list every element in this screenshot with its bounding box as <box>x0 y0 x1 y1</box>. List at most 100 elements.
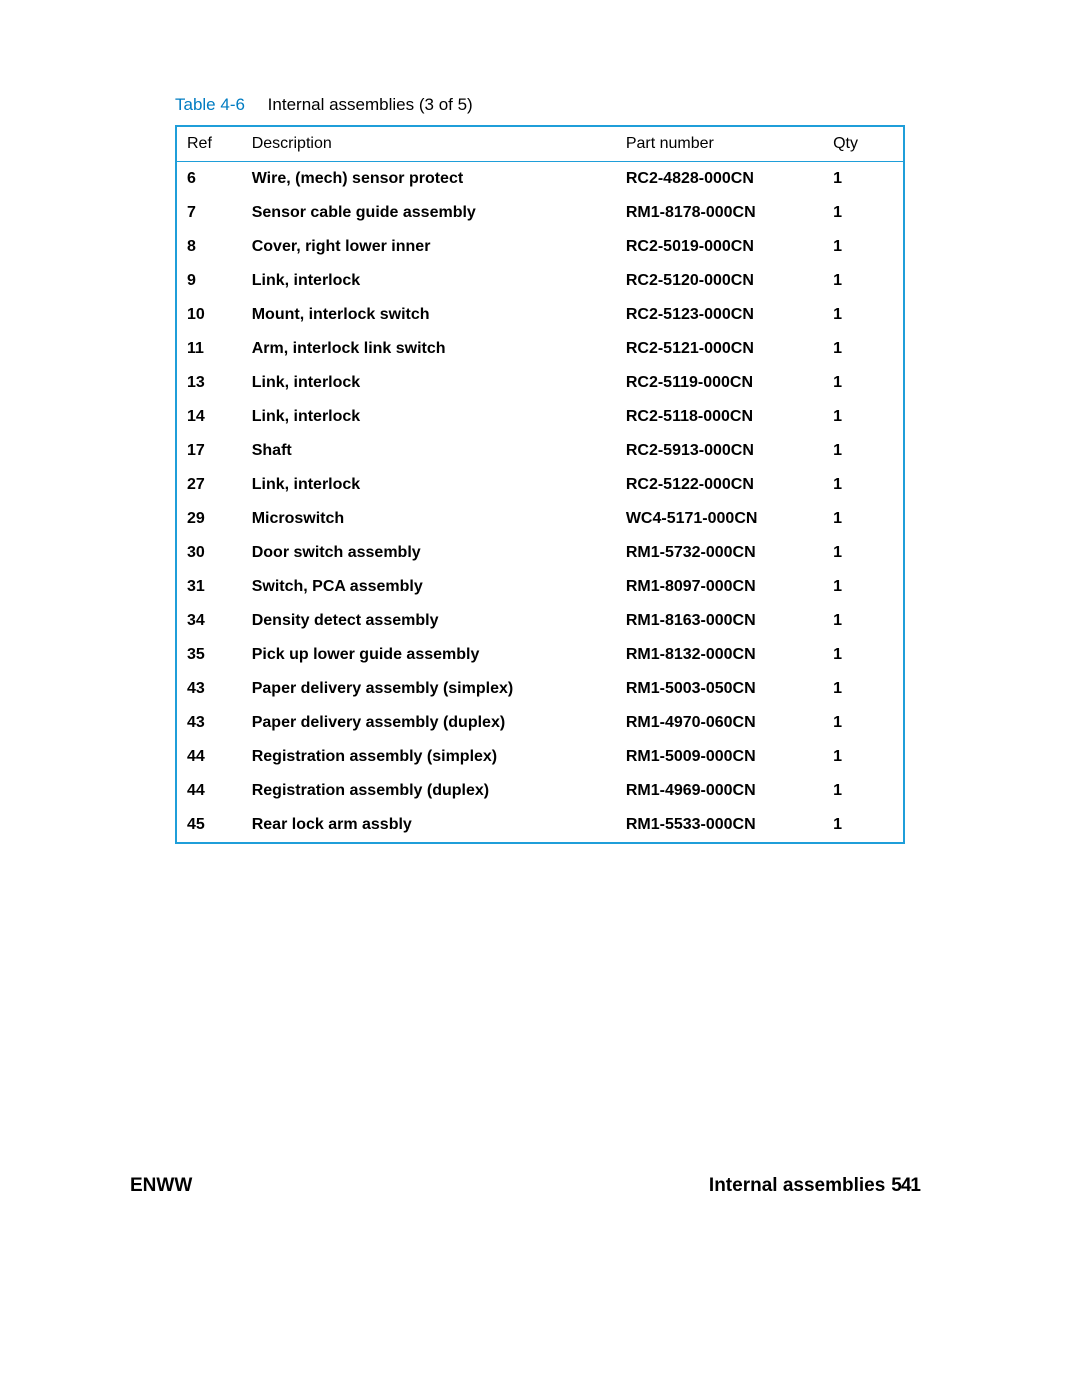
table-row: 11Arm, interlock link switchRC2-5121-000… <box>176 332 904 366</box>
cell-qty: 1 <box>823 162 904 197</box>
table-row: 8Cover, right lower innerRC2-5019-000CN1 <box>176 230 904 264</box>
cell-ref: 29 <box>176 502 242 536</box>
cell-ref: 14 <box>176 400 242 434</box>
cell-description: Registration assembly (duplex) <box>242 774 616 808</box>
cell-part-number: RM1-4969-000CN <box>616 774 823 808</box>
cell-qty: 1 <box>823 468 904 502</box>
cell-qty: 1 <box>823 536 904 570</box>
table-row: 9Link, interlockRC2-5120-000CN1 <box>176 264 904 298</box>
cell-part-number: RC2-5120-000CN <box>616 264 823 298</box>
cell-description: Sensor cable guide assembly <box>242 196 616 230</box>
cell-ref: 31 <box>176 570 242 604</box>
cell-description: Link, interlock <box>242 468 616 502</box>
cell-description: Link, interlock <box>242 400 616 434</box>
cell-qty: 1 <box>823 672 904 706</box>
cell-part-number: RM1-8097-000CN <box>616 570 823 604</box>
col-header-ref: Ref <box>176 126 242 162</box>
table-row: 30Door switch assemblyRM1-5732-000CN1 <box>176 536 904 570</box>
cell-part-number: RC2-5121-000CN <box>616 332 823 366</box>
cell-ref: 30 <box>176 536 242 570</box>
cell-ref: 44 <box>176 740 242 774</box>
cell-ref: 11 <box>176 332 242 366</box>
cell-part-number: RC2-5122-000CN <box>616 468 823 502</box>
table-row: 44Registration assembly (duplex)RM1-4969… <box>176 774 904 808</box>
cell-description: Paper delivery assembly (simplex) <box>242 672 616 706</box>
cell-ref: 7 <box>176 196 242 230</box>
cell-part-number: RM1-4970-060CN <box>616 706 823 740</box>
table-row: 14Link, interlockRC2-5118-000CN1 <box>176 400 904 434</box>
cell-part-number: RC2-5019-000CN <box>616 230 823 264</box>
cell-part-number: RM1-8178-000CN <box>616 196 823 230</box>
cell-part-number: RM1-5533-000CN <box>616 808 823 843</box>
footer-left: ENWW <box>130 1175 192 1197</box>
cell-part-number: RC2-5119-000CN <box>616 366 823 400</box>
footer-page-number: 541 <box>891 1175 920 1196</box>
cell-description: Link, interlock <box>242 366 616 400</box>
cell-part-number: RM1-5732-000CN <box>616 536 823 570</box>
table-row: 43Paper delivery assembly (duplex)RM1-49… <box>176 706 904 740</box>
cell-qty: 1 <box>823 774 904 808</box>
cell-part-number: RM1-8132-000CN <box>616 638 823 672</box>
cell-qty: 1 <box>823 808 904 843</box>
table-label: Table 4-6 <box>175 95 245 114</box>
table-row: 29MicroswitchWC4-5171-000CN1 <box>176 502 904 536</box>
cell-qty: 1 <box>823 604 904 638</box>
cell-qty: 1 <box>823 366 904 400</box>
table-row: 7Sensor cable guide assemblyRM1-8178-000… <box>176 196 904 230</box>
cell-description: Pick up lower guide assembly <box>242 638 616 672</box>
cell-qty: 1 <box>823 502 904 536</box>
cell-description: Paper delivery assembly (duplex) <box>242 706 616 740</box>
table-row: 10Mount, interlock switchRC2-5123-000CN1 <box>176 298 904 332</box>
cell-ref: 43 <box>176 706 242 740</box>
cell-description: Density detect assembly <box>242 604 616 638</box>
cell-qty: 1 <box>823 570 904 604</box>
cell-ref: 8 <box>176 230 242 264</box>
cell-part-number: RC2-5913-000CN <box>616 434 823 468</box>
cell-part-number: RC2-4828-000CN <box>616 162 823 197</box>
cell-part-number: RC2-5123-000CN <box>616 298 823 332</box>
cell-ref: 9 <box>176 264 242 298</box>
cell-part-number: RC2-5118-000CN <box>616 400 823 434</box>
parts-table: Ref Description Part number Qty 6Wire, (… <box>175 125 905 844</box>
cell-ref: 45 <box>176 808 242 843</box>
cell-ref: 43 <box>176 672 242 706</box>
footer-section-title: Internal assemblies <box>709 1175 885 1196</box>
cell-description: Shaft <box>242 434 616 468</box>
table-row: 44Registration assembly (simplex)RM1-500… <box>176 740 904 774</box>
cell-description: Switch, PCA assembly <box>242 570 616 604</box>
table-row: 17ShaftRC2-5913-000CN1 <box>176 434 904 468</box>
cell-description: Arm, interlock link switch <box>242 332 616 366</box>
table-row: 43Paper delivery assembly (simplex)RM1-5… <box>176 672 904 706</box>
table-row: 27Link, interlockRC2-5122-000CN1 <box>176 468 904 502</box>
cell-description: Mount, interlock switch <box>242 298 616 332</box>
table-row: 45Rear lock arm assblyRM1-5533-000CN1 <box>176 808 904 843</box>
table-title: Internal assemblies (3 of 5) <box>268 95 473 114</box>
cell-part-number: RM1-8163-000CN <box>616 604 823 638</box>
cell-description: Door switch assembly <box>242 536 616 570</box>
cell-ref: 13 <box>176 366 242 400</box>
cell-description: Wire, (mech) sensor protect <box>242 162 616 197</box>
col-header-desc: Description <box>242 126 616 162</box>
table-row: 13Link, interlockRC2-5119-000CN1 <box>176 366 904 400</box>
table-header-row: Ref Description Part number Qty <box>176 126 904 162</box>
cell-qty: 1 <box>823 332 904 366</box>
cell-description: Rear lock arm assbly <box>242 808 616 843</box>
table-row: 6Wire, (mech) sensor protectRC2-4828-000… <box>176 162 904 197</box>
table-caption: Table 4-6 Internal assemblies (3 of 5) <box>175 95 955 115</box>
cell-qty: 1 <box>823 434 904 468</box>
page-footer: ENWW Internal assemblies 541 <box>130 1175 920 1197</box>
cell-part-number: WC4-5171-000CN <box>616 502 823 536</box>
cell-ref: 35 <box>176 638 242 672</box>
cell-part-number: RM1-5009-000CN <box>616 740 823 774</box>
cell-ref: 6 <box>176 162 242 197</box>
page: Table 4-6 Internal assemblies (3 of 5) R… <box>0 0 1080 1397</box>
col-header-qty: Qty <box>823 126 904 162</box>
cell-qty: 1 <box>823 400 904 434</box>
cell-qty: 1 <box>823 230 904 264</box>
table-row: 34Density detect assemblyRM1-8163-000CN1 <box>176 604 904 638</box>
cell-part-number: RM1-5003-050CN <box>616 672 823 706</box>
table-row: 31Switch, PCA assemblyRM1-8097-000CN1 <box>176 570 904 604</box>
footer-right: Internal assemblies 541 <box>709 1175 920 1197</box>
cell-ref: 34 <box>176 604 242 638</box>
cell-description: Link, interlock <box>242 264 616 298</box>
